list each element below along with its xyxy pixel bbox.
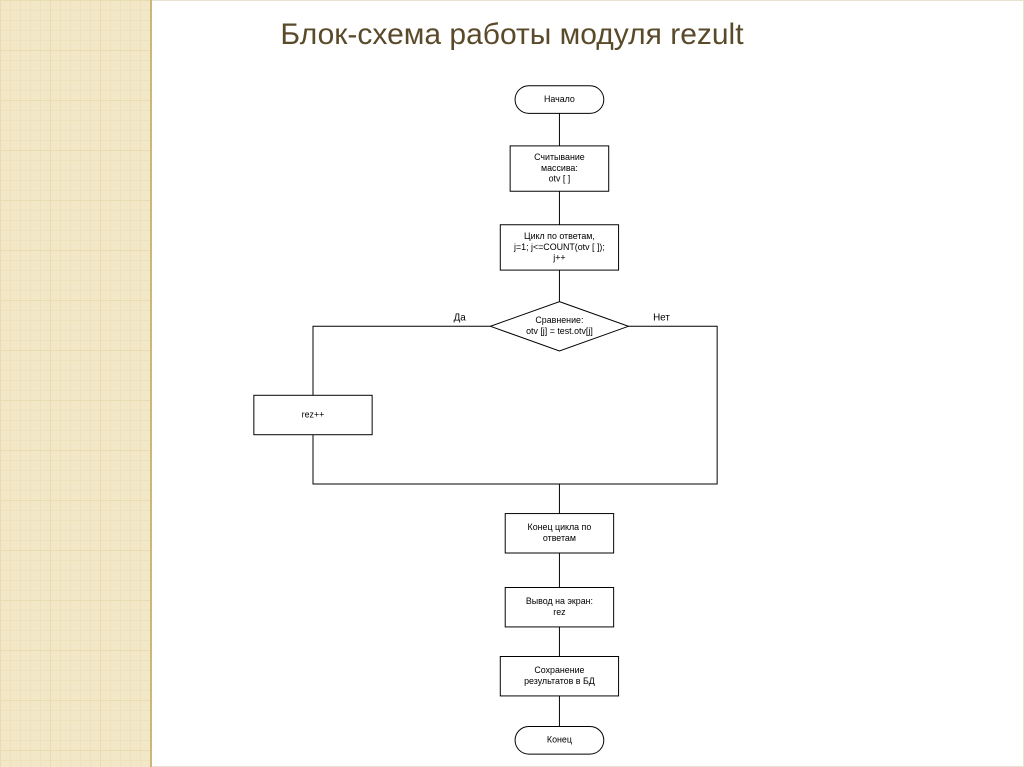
svg-text:Конец: Конец: [547, 735, 572, 745]
svg-text:Конец цикла по: Конец цикла по: [528, 522, 592, 532]
svg-text:Сравнение:: Сравнение:: [535, 315, 583, 325]
svg-text:rez++: rez++: [302, 409, 325, 419]
svg-text:j++: j++: [552, 253, 565, 263]
svg-text:otv [ ]: otv [ ]: [549, 174, 571, 184]
svg-text:массива:: массива:: [541, 163, 578, 173]
node-output: Вывод на экран:rez: [505, 588, 613, 627]
slide-title: Блок-схема работы модуля rezult: [0, 18, 1024, 52]
node-start: Начало: [515, 86, 604, 114]
nodes-layer: Начало Считываниемассива:otv [ ] Цикл по о…: [254, 86, 629, 754]
sidebar-decorative-pattern: [0, 0, 152, 767]
node-endloop: Конец цикла поответам: [505, 514, 613, 553]
svg-text:Считывание: Считывание: [534, 152, 585, 162]
svg-text:otv [j] = test.otv[j]: otv [j] = test.otv[j]: [526, 326, 593, 336]
node-read: Считываниемассива:otv [ ]: [510, 146, 609, 191]
edges-layer: Да Нет: [313, 113, 717, 726]
svg-text:j=1; j<=COUNT(otv [ ]);: j=1; j<=COUNT(otv [ ]);: [513, 242, 605, 252]
svg-text:Вывод на экран:: Вывод на экран:: [526, 596, 593, 606]
node-rez: rez++: [254, 395, 372, 434]
node-end: Конец: [515, 726, 604, 754]
svg-text:Сохранение: Сохранение: [534, 665, 584, 675]
svg-text:результатов в БД: результатов в БД: [524, 676, 595, 686]
node-decision: Сравнение:otv [j] = test.otv[j]: [490, 302, 628, 351]
svg-text:Цикл по ответам,: Цикл по ответам,: [524, 231, 595, 241]
svg-text:Начало: Начало: [544, 94, 575, 104]
svg-text:Да: Да: [454, 312, 467, 323]
svg-text:ответам: ответам: [543, 533, 576, 543]
node-loop: Цикл по ответам,j=1; j<=COUNT(otv [ ]);j…: [500, 225, 618, 270]
svg-text:rez: rez: [553, 607, 565, 617]
svg-text:Нет: Нет: [653, 312, 670, 323]
node-save: Сохранениерезультатов в БД: [500, 657, 618, 696]
flowchart-canvas: Да Нет Начало Считываниемассива:otv [ ] Цик…: [160, 70, 880, 760]
